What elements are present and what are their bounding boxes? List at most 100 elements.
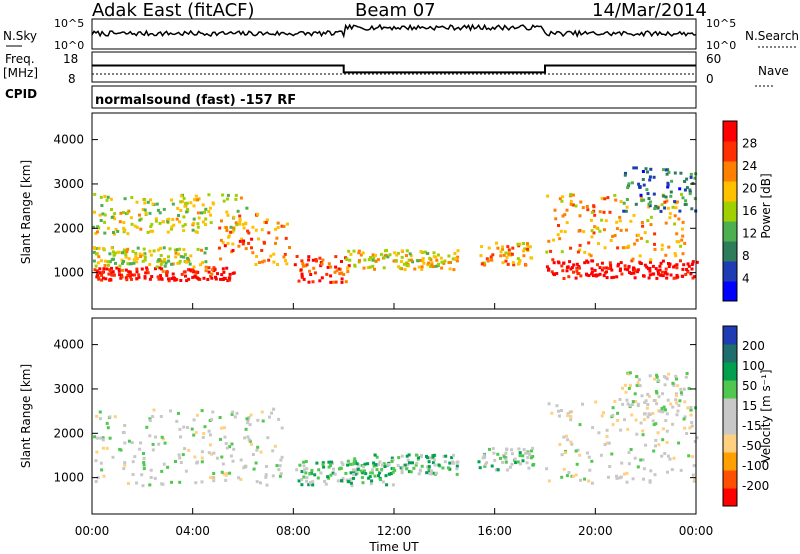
heatmap-cell: [590, 210, 594, 214]
heatmap-cell: [558, 237, 562, 241]
heatmap-cell: [408, 252, 412, 256]
heatmap-cell: [124, 255, 128, 259]
heatmap-cell: [688, 192, 692, 196]
heatmap-cell: [678, 209, 682, 213]
heatmap-cell: [685, 177, 689, 181]
heatmap-cell: [521, 459, 525, 463]
heatmap-cell: [618, 476, 622, 480]
heatmap-cell: [675, 273, 679, 277]
heatmap-cell: [103, 194, 107, 198]
heatmap-cell: [610, 452, 614, 456]
heatmap-cell: [334, 255, 338, 259]
time-x-axis: 00:00 04:00 08:00 12:00 16:00 20:00 00:00: [75, 303, 713, 538]
heatmap-cell: [685, 186, 689, 190]
heatmap-cell: [621, 246, 625, 250]
heatmap-cell: [313, 473, 317, 477]
heatmap-cell: [273, 444, 277, 448]
heatmap-cell: [669, 273, 673, 277]
heatmap-cell: [648, 374, 652, 378]
heatmap-cell: [687, 264, 691, 268]
heatmap-cell: [221, 462, 225, 466]
heatmap-cell: [176, 206, 180, 210]
heatmap-cell: [678, 399, 682, 403]
heatmap-cell: [200, 456, 204, 460]
heatmap-cell: [141, 253, 145, 257]
heatmap-cell: [583, 261, 587, 265]
heatmap-cell: [514, 461, 518, 465]
heatmap-cell: [111, 455, 115, 459]
heatmap-cell: [190, 427, 194, 431]
heatmap-cell: [647, 197, 651, 200]
heatmap-cell: [610, 276, 614, 280]
heatmap-cell: [510, 462, 514, 466]
heatmap-cell: [560, 264, 564, 268]
heatmap-cell: [271, 449, 275, 453]
heatmap-cell: [199, 263, 203, 267]
heatmap-cell: [118, 220, 122, 224]
heatmap-cell: [627, 182, 631, 186]
heatmap-cell: [302, 464, 306, 468]
heatmap-cell: [636, 268, 640, 272]
heatmap-cell: [545, 467, 549, 471]
heatmap-cell: [161, 269, 165, 273]
heatmap-cell: [259, 481, 262, 485]
heatmap-cell: [427, 465, 431, 469]
heatmap-cell: [625, 205, 629, 209]
heatmap-cell: [207, 451, 211, 455]
heatmap-cell: [361, 251, 365, 255]
heatmap-cell: [639, 421, 643, 425]
heatmap-cell: [662, 405, 666, 409]
heatmap-cell: [183, 223, 187, 227]
heatmap-cell: [108, 415, 112, 419]
heatmap-cell: [483, 464, 487, 468]
heatmap-cell: [673, 214, 677, 218]
heatmap-cell: [683, 415, 687, 419]
heatmap-cell: [192, 270, 195, 274]
heatmap-cell: [629, 448, 633, 451]
heatmap-cell: [123, 463, 127, 467]
heatmap-cell: [131, 460, 135, 464]
heatmap-cell: [668, 457, 672, 461]
x-tick-label: 04:00: [175, 524, 210, 538]
heatmap-cell: [648, 175, 652, 179]
heatmap-cell: [597, 431, 601, 435]
heatmap-cell: [677, 217, 681, 221]
heatmap-cell: [149, 253, 153, 257]
heatmap-cell: [106, 426, 110, 430]
heatmap-cell: [329, 473, 333, 477]
heatmap-cell: [353, 263, 357, 267]
heatmap-cell: [574, 276, 578, 280]
heatmap-cell: [359, 253, 363, 257]
heatmap-cell: [244, 427, 248, 431]
velocity-colorbar-label: Velocity [m s⁻¹]: [759, 369, 773, 462]
heatmap-cell: [399, 466, 403, 470]
heatmap-cell: [255, 480, 259, 484]
heatmap-cell: [192, 418, 196, 422]
heatmap-cell: [569, 267, 573, 271]
heatmap-cell: [557, 224, 560, 227]
velocity-ylabel: Slant Range [km]: [19, 364, 33, 468]
heatmap-cell: [123, 197, 127, 201]
heatmap-cell: [677, 441, 681, 445]
heatmap-cell: [422, 261, 426, 265]
heatmap-cell: [228, 445, 232, 449]
nsky-tick-low: 10^0: [54, 39, 84, 52]
heatmap-cell: [691, 276, 695, 280]
heatmap-cell: [648, 266, 652, 270]
heatmap-cell: [256, 212, 260, 216]
heatmap-cell: [349, 471, 353, 475]
heatmap-cell: [151, 229, 155, 233]
heatmap-cell: [185, 210, 189, 214]
heatmap-cell: [452, 453, 455, 457]
heatmap-cell: [493, 458, 497, 462]
heatmap-cell: [143, 255, 147, 259]
heatmap-cell: [159, 254, 163, 257]
heatmap-cell: [693, 440, 697, 443]
heatmap-cell: [642, 274, 646, 278]
heatmap-cell: [220, 426, 224, 430]
heatmap-cell: [152, 408, 156, 412]
heatmap-cell: [569, 440, 573, 444]
heatmap-cell: [111, 270, 115, 274]
heatmap-cell: [151, 415, 155, 418]
